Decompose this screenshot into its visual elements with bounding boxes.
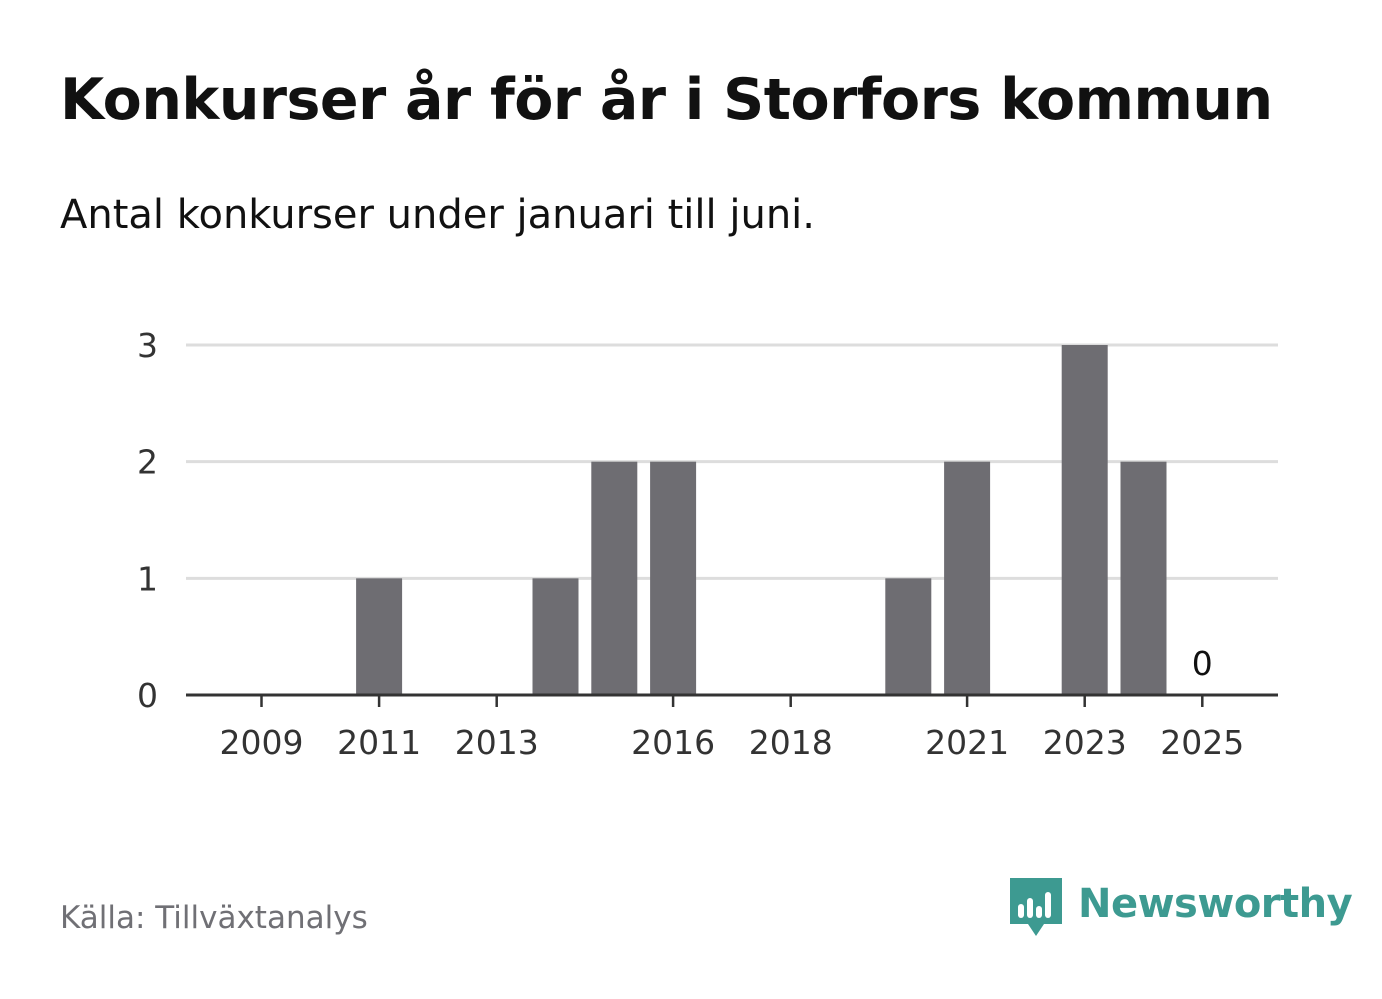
x-tick-label: 2013 bbox=[455, 723, 539, 762]
brand-logo[interactable]: Newsworthy bbox=[1010, 878, 1353, 940]
y-tick-label: 0 bbox=[137, 676, 158, 715]
bar-2015 bbox=[591, 461, 638, 695]
y-tick-labels: 0 1 2 3 bbox=[137, 326, 158, 715]
grid-lines bbox=[186, 343, 1278, 580]
value-label: 0 bbox=[1192, 644, 1213, 683]
x-tick-label: 2011 bbox=[337, 723, 421, 762]
x-tick-label: 2018 bbox=[749, 723, 833, 762]
y-tick-label: 2 bbox=[137, 443, 158, 482]
source-note: Källa: Tillväxtanalys bbox=[60, 900, 368, 936]
bar-2020 bbox=[885, 578, 932, 695]
x-axis bbox=[186, 693, 1278, 707]
bar-2024 bbox=[1120, 461, 1167, 695]
bar-2023 bbox=[1061, 345, 1108, 695]
bar-2011 bbox=[356, 578, 403, 695]
page-subtitle: Antal konkurser under januari till juni. bbox=[60, 192, 815, 238]
x-tick-label: 2016 bbox=[631, 723, 715, 762]
bar-2021 bbox=[944, 461, 991, 695]
bars bbox=[356, 345, 1167, 695]
x-tick-labels: 2009 2011 2013 2016 2018 2021 2023 2025 bbox=[220, 723, 1245, 762]
x-tick-label: 2009 bbox=[220, 723, 304, 762]
value-labels: 0 bbox=[1192, 644, 1213, 683]
x-tick-label: 2021 bbox=[925, 723, 1009, 762]
y-tick-label: 3 bbox=[137, 326, 158, 365]
bar-chart-speech-bubble-icon bbox=[1010, 878, 1062, 936]
x-tick-label: 2025 bbox=[1160, 723, 1244, 762]
bar-2014 bbox=[532, 578, 579, 695]
bar-2016 bbox=[650, 461, 697, 695]
x-tick-label: 2023 bbox=[1043, 723, 1127, 762]
brand-name: Newsworthy bbox=[1078, 881, 1353, 927]
page-title: Konkurser år för år i Storfors kommun bbox=[60, 67, 1273, 133]
y-tick-label: 1 bbox=[137, 559, 158, 598]
